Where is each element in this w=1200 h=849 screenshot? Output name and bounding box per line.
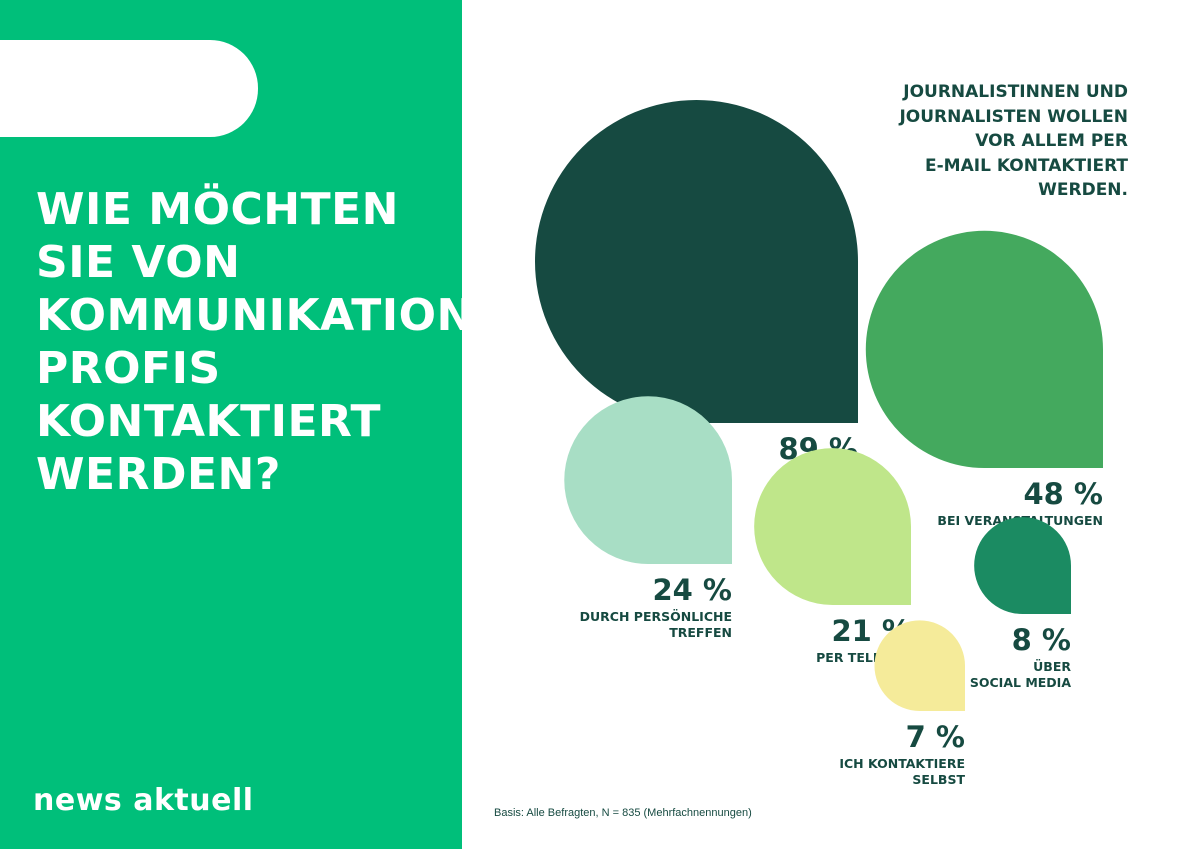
data-label-value: 8 % bbox=[1012, 623, 1071, 657]
headline-line: KOMMUNIKATIONS- bbox=[36, 290, 462, 341]
subtitle-line: JOURNALISTINNEN UND bbox=[903, 82, 1128, 102]
footnote: Basis: Alle Befragten, N = 835 (Mehrfach… bbox=[494, 807, 752, 819]
bubble-mark bbox=[564, 396, 732, 564]
headline: WIE MÖCHTEN SIE VON KOMMUNIKATIONS- PROF… bbox=[36, 183, 462, 501]
headline-line: KONTAKTIERT bbox=[36, 396, 381, 447]
bubble-mark bbox=[754, 448, 911, 605]
chart-subtitle: JOURNALISTINNEN UND JOURNALISTEN WOLLEN … bbox=[899, 80, 1128, 203]
data-label-category: ÜBER bbox=[1033, 659, 1071, 674]
left-panel: WIE MÖCHTEN SIE VON KOMMUNIKATIONS- PROF… bbox=[0, 0, 462, 849]
data-label-value: 24 % bbox=[652, 573, 732, 607]
data-label-value: 7 % bbox=[906, 720, 965, 754]
subtitle-line: WERDEN. bbox=[1038, 180, 1128, 200]
bubble-mark bbox=[865, 230, 1103, 468]
headline-line: WERDEN? bbox=[36, 449, 281, 500]
bubble-group: 21 %PER TELEFON bbox=[754, 448, 911, 665]
data-label-category: SELBST bbox=[912, 772, 965, 787]
data-label-category: TREFFEN bbox=[669, 625, 732, 640]
subtitle-line: VOR ALLEM PER bbox=[975, 131, 1128, 151]
data-label-value: 48 % bbox=[1023, 477, 1103, 511]
brand-logo: news aktuell bbox=[33, 783, 254, 818]
bubble-group: 48 %BEI VERANSTALTUNGEN bbox=[865, 230, 1103, 528]
data-label-category: DURCH PERSÖNLICHE bbox=[580, 609, 732, 624]
subtitle-line: E-MAIL KONTAKTIERT bbox=[925, 155, 1128, 176]
data-label-category: ICH KONTAKTIERE bbox=[839, 756, 965, 771]
headline-line: WIE MÖCHTEN bbox=[36, 184, 399, 235]
headline-line: PROFIS bbox=[36, 343, 221, 394]
decorative-pill bbox=[0, 40, 258, 137]
bubble-mark bbox=[974, 517, 1071, 614]
bubble-mark bbox=[535, 100, 858, 423]
data-label-category: SOCIAL MEDIA bbox=[970, 675, 1071, 690]
bubble-mark bbox=[874, 620, 965, 711]
subtitle-line: JOURNALISTEN WOLLEN bbox=[899, 106, 1128, 127]
headline-line: SIE VON bbox=[36, 237, 241, 288]
